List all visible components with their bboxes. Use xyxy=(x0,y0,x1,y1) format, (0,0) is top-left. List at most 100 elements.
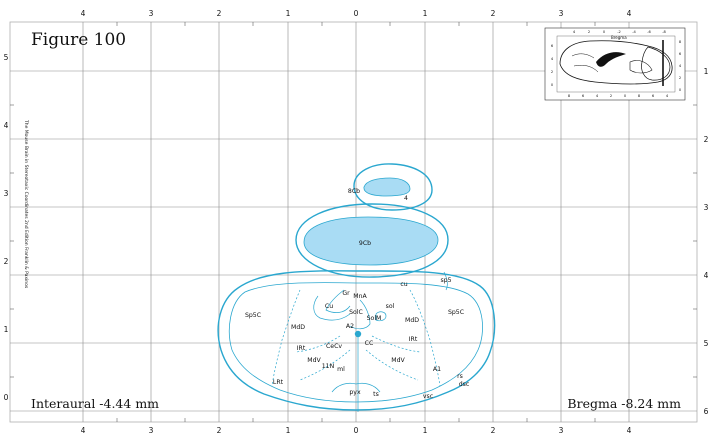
inset-right-label: 8 xyxy=(679,40,682,44)
structure-labels: 8Cb 9Cb cu sp5 Sp5C Sp5C Gr MnA Cu sol S… xyxy=(245,188,470,400)
inset-brainstem xyxy=(629,60,653,74)
structure-label: ml xyxy=(337,366,345,373)
structure-label: sp5 xyxy=(440,277,451,284)
structure-label: SolC xyxy=(349,309,363,316)
bottom-axis-label: 3 xyxy=(149,426,154,435)
bottom-axis-label: 4 xyxy=(627,426,632,435)
tick-marks xyxy=(10,22,697,422)
inset-bottom-label: 6 xyxy=(652,94,655,98)
structure-label: LRt xyxy=(273,379,284,386)
bottom-axis-label: 1 xyxy=(423,426,428,435)
left-axis-label: 3 xyxy=(4,189,9,198)
inset-top-label: 0 xyxy=(603,30,606,34)
inset-bottom-label: 0 xyxy=(624,94,627,98)
inset-top-label: 2 xyxy=(588,30,590,34)
plate-frame xyxy=(9,21,698,423)
sagittal-inset: Bregma 4 2 0 -2 -4 -6 -8 8 6 4 2 0 8 6 4… xyxy=(544,27,686,101)
axis-labels: 4 3 2 1 0 1 2 3 4 4 3 2 1 0 1 2 3 4 5 4 … xyxy=(4,9,709,435)
structure-boundaries xyxy=(271,271,448,412)
top-axis-label: 1 xyxy=(286,9,291,18)
structure-label: Sp5C xyxy=(448,309,464,316)
structure-label: vsc xyxy=(423,393,434,400)
left-axis-label: 0 xyxy=(4,393,9,402)
sp5-tract-line xyxy=(443,271,448,291)
bregma-coordinate: Bregma -8.24 mm xyxy=(567,396,681,411)
central-canal xyxy=(354,330,362,338)
structure-label: rs xyxy=(457,373,463,380)
structure-label: IRt xyxy=(409,336,418,343)
structure-label: Sp5C xyxy=(245,312,261,319)
inset-top-label: -4 xyxy=(632,30,636,34)
inset-left-label: 6 xyxy=(551,44,554,48)
top-axis-label: 3 xyxy=(149,9,154,18)
ventral-boundary-right xyxy=(365,349,419,381)
inset-bregma-label: Bregma xyxy=(611,35,627,40)
structure-label: MdV xyxy=(307,357,321,364)
ventral-boundary-left xyxy=(299,349,351,381)
cuneate-boundary xyxy=(313,295,351,321)
medulla-outline xyxy=(217,270,496,411)
inset-cerebellum xyxy=(641,46,671,81)
inset-inner-frame xyxy=(556,35,676,93)
top-axis-label: 3 xyxy=(559,9,564,18)
inset-brain-outline xyxy=(559,40,673,85)
sp5-boundary-right xyxy=(409,289,441,387)
inset-bottom-label: 6 xyxy=(582,94,585,98)
sp5-boundary-left xyxy=(271,289,301,387)
right-axis-label: 2 xyxy=(704,135,709,144)
structure-label: cu xyxy=(400,281,407,288)
inset-left-label: 2 xyxy=(551,70,553,74)
inset-bottom-label: 8 xyxy=(638,94,641,98)
lobule-8-outline xyxy=(353,163,433,211)
gracile-boundary xyxy=(325,289,351,313)
bottom-axis-label: 4 xyxy=(81,426,86,435)
top-axis-label: 0 xyxy=(354,9,359,18)
top-axis-label: 4 xyxy=(627,9,632,18)
structure-label: pyx xyxy=(349,389,361,396)
interaural-coordinate: Interaural -4.44 mm xyxy=(31,396,160,411)
right-axis-label: 1 xyxy=(704,67,709,76)
structure-label: Cu xyxy=(325,303,333,310)
inset-frame xyxy=(544,27,686,101)
structure-label: A1 xyxy=(433,366,441,373)
structure-label: ts xyxy=(373,391,379,398)
brain-section xyxy=(217,163,496,411)
structure-label: Gr xyxy=(342,290,350,297)
inset-hippocampus xyxy=(596,52,626,67)
right-axis-label: 4 xyxy=(704,271,709,280)
bottom-axis-label: 2 xyxy=(491,426,496,435)
bottom-axis-label: 3 xyxy=(559,426,564,435)
structure-label: sol xyxy=(386,303,395,310)
atlas-credit: The Mouse Brain in Stereotaxic Coordinat… xyxy=(23,120,28,289)
inset-bottom-label: 4 xyxy=(666,94,669,98)
structure-label: A2 xyxy=(346,323,354,330)
pyramid-right xyxy=(355,382,381,393)
structure-label: MdD xyxy=(405,317,419,324)
structure-label: CeCv xyxy=(326,343,342,350)
inset-top-label: -6 xyxy=(647,30,651,34)
structure-label: SolM xyxy=(367,315,382,322)
bottom-axis-label: 2 xyxy=(217,426,222,435)
inset-bottom-label: 8 xyxy=(568,94,571,98)
top-axis-label: 2 xyxy=(491,9,496,18)
top-axis-label: 4 xyxy=(81,9,86,18)
inset-left-label: 4 xyxy=(551,57,554,61)
inset-top-label: 4 xyxy=(573,30,576,34)
right-axis-label: 6 xyxy=(704,407,709,416)
lobule-8-fill xyxy=(363,177,411,197)
sol-ring xyxy=(375,311,387,322)
structure-label: 9Cb xyxy=(359,240,371,247)
right-axis-label: 5 xyxy=(704,339,709,348)
inset-right-label: 0 xyxy=(679,88,682,92)
structure-label: 11N xyxy=(322,363,335,370)
bottom-axis-label: 0 xyxy=(354,426,359,435)
left-axis-label: 4 xyxy=(4,121,9,130)
inset-right-label: 4 xyxy=(679,64,682,68)
structure-label: dsc xyxy=(459,381,470,388)
irt-boundary-right xyxy=(371,335,421,353)
structure-label: IRt xyxy=(297,345,306,352)
inset-left-label: 0 xyxy=(551,83,554,87)
top-axis-label: 2 xyxy=(217,9,222,18)
structure-label: MnA xyxy=(353,293,367,300)
lobule-9-fill xyxy=(303,216,439,266)
